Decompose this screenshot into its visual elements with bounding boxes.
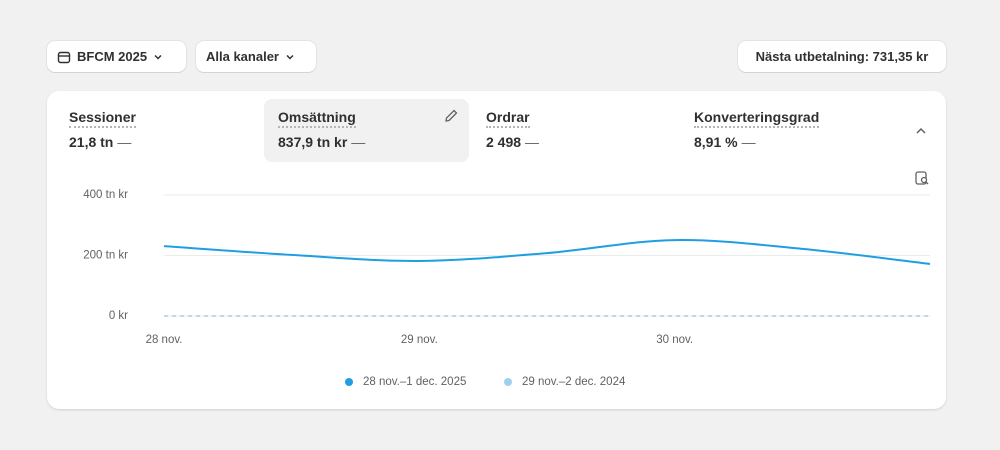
legend-label: 28 nov.–1 dec. 2025 — [363, 376, 466, 388]
y-tick-label: 400 tn kr — [83, 189, 128, 201]
y-tick-label: 200 tn kr — [83, 250, 128, 262]
card: Sessioner 21,8 tn — Omsättning 837,9 tn kr —… — [47, 91, 946, 409]
metric-label: Konverteringsgrad — [694, 109, 820, 128]
chevron-down — [286, 54, 294, 60]
legend-label: 29 nov.–2 dec. 2024 — [522, 376, 626, 388]
metric-tile[interactable]: Ordrar 2 498— — [472, 99, 677, 162]
channel-button[interactable]: Alla kanaler — [196, 41, 316, 72]
legend-marker — [504, 378, 512, 386]
metric-change: — — [525, 134, 540, 150]
channel: Alla kanaler — [206, 49, 279, 64]
chevron-down — [154, 54, 162, 60]
x-tick-label: 28 nov. — [146, 334, 183, 346]
metric-label: Ordrar — [486, 109, 530, 128]
metric-label: Sessioner — [69, 109, 136, 128]
calendar-icon — [57, 51, 71, 63]
series-line — [163, 239, 931, 265]
metric-value: 2 498 — [486, 134, 522, 150]
metric-tile[interactable]: Omsättning 837,9 tn kr — — [264, 99, 469, 162]
metric-label: Omsättning — [278, 109, 356, 128]
legend-marker — [345, 378, 353, 386]
metric-value: 21,8 tn — [69, 134, 114, 150]
collapse-icon[interactable] — [915, 126, 927, 136]
metric-change: — — [741, 134, 756, 150]
metric-tile[interactable]: Konverteringsgrad 8,91 % — — [680, 99, 885, 162]
x-tick-label: 29 nov. — [401, 334, 438, 346]
date-range-button[interactable]: BFCM 2025 — [47, 41, 186, 72]
metric-change: — — [117, 134, 132, 150]
payout-button[interactable]: Nästa utbetalning: 731,35 kr — [738, 41, 946, 72]
metric-value: 8,91 % — [694, 134, 738, 150]
edit-icon[interactable] — [443, 108, 459, 124]
x-tick-label: 30 nov. — [656, 334, 693, 346]
payout: Nästa utbetalning: 731,35 kr — [755, 49, 929, 64]
y-tick-label: 0 kr — [109, 310, 128, 322]
date-range: BFCM 2025 — [77, 49, 148, 64]
metric-change: — — [351, 134, 366, 150]
metric-tile[interactable]: Sessioner 21,8 tn — — [55, 99, 260, 162]
metric-value: 837,9 tn kr — [278, 134, 348, 150]
chart-options-icon[interactable] — [914, 170, 930, 186]
